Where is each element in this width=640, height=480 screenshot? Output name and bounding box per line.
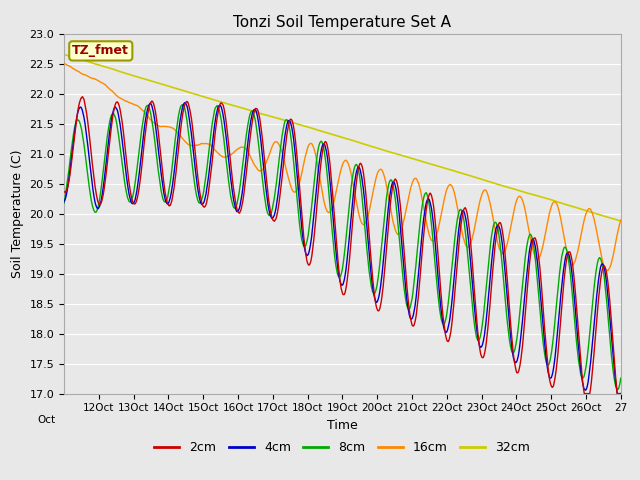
- Title: Tonzi Soil Temperature Set A: Tonzi Soil Temperature Set A: [234, 15, 451, 30]
- Legend: 2cm, 4cm, 8cm, 16cm, 32cm: 2cm, 4cm, 8cm, 16cm, 32cm: [150, 436, 535, 459]
- Y-axis label: Soil Temperature (C): Soil Temperature (C): [11, 149, 24, 278]
- Text: Oct: Oct: [38, 415, 56, 425]
- X-axis label: Time: Time: [327, 419, 358, 432]
- Text: TZ_fmet: TZ_fmet: [72, 44, 129, 58]
